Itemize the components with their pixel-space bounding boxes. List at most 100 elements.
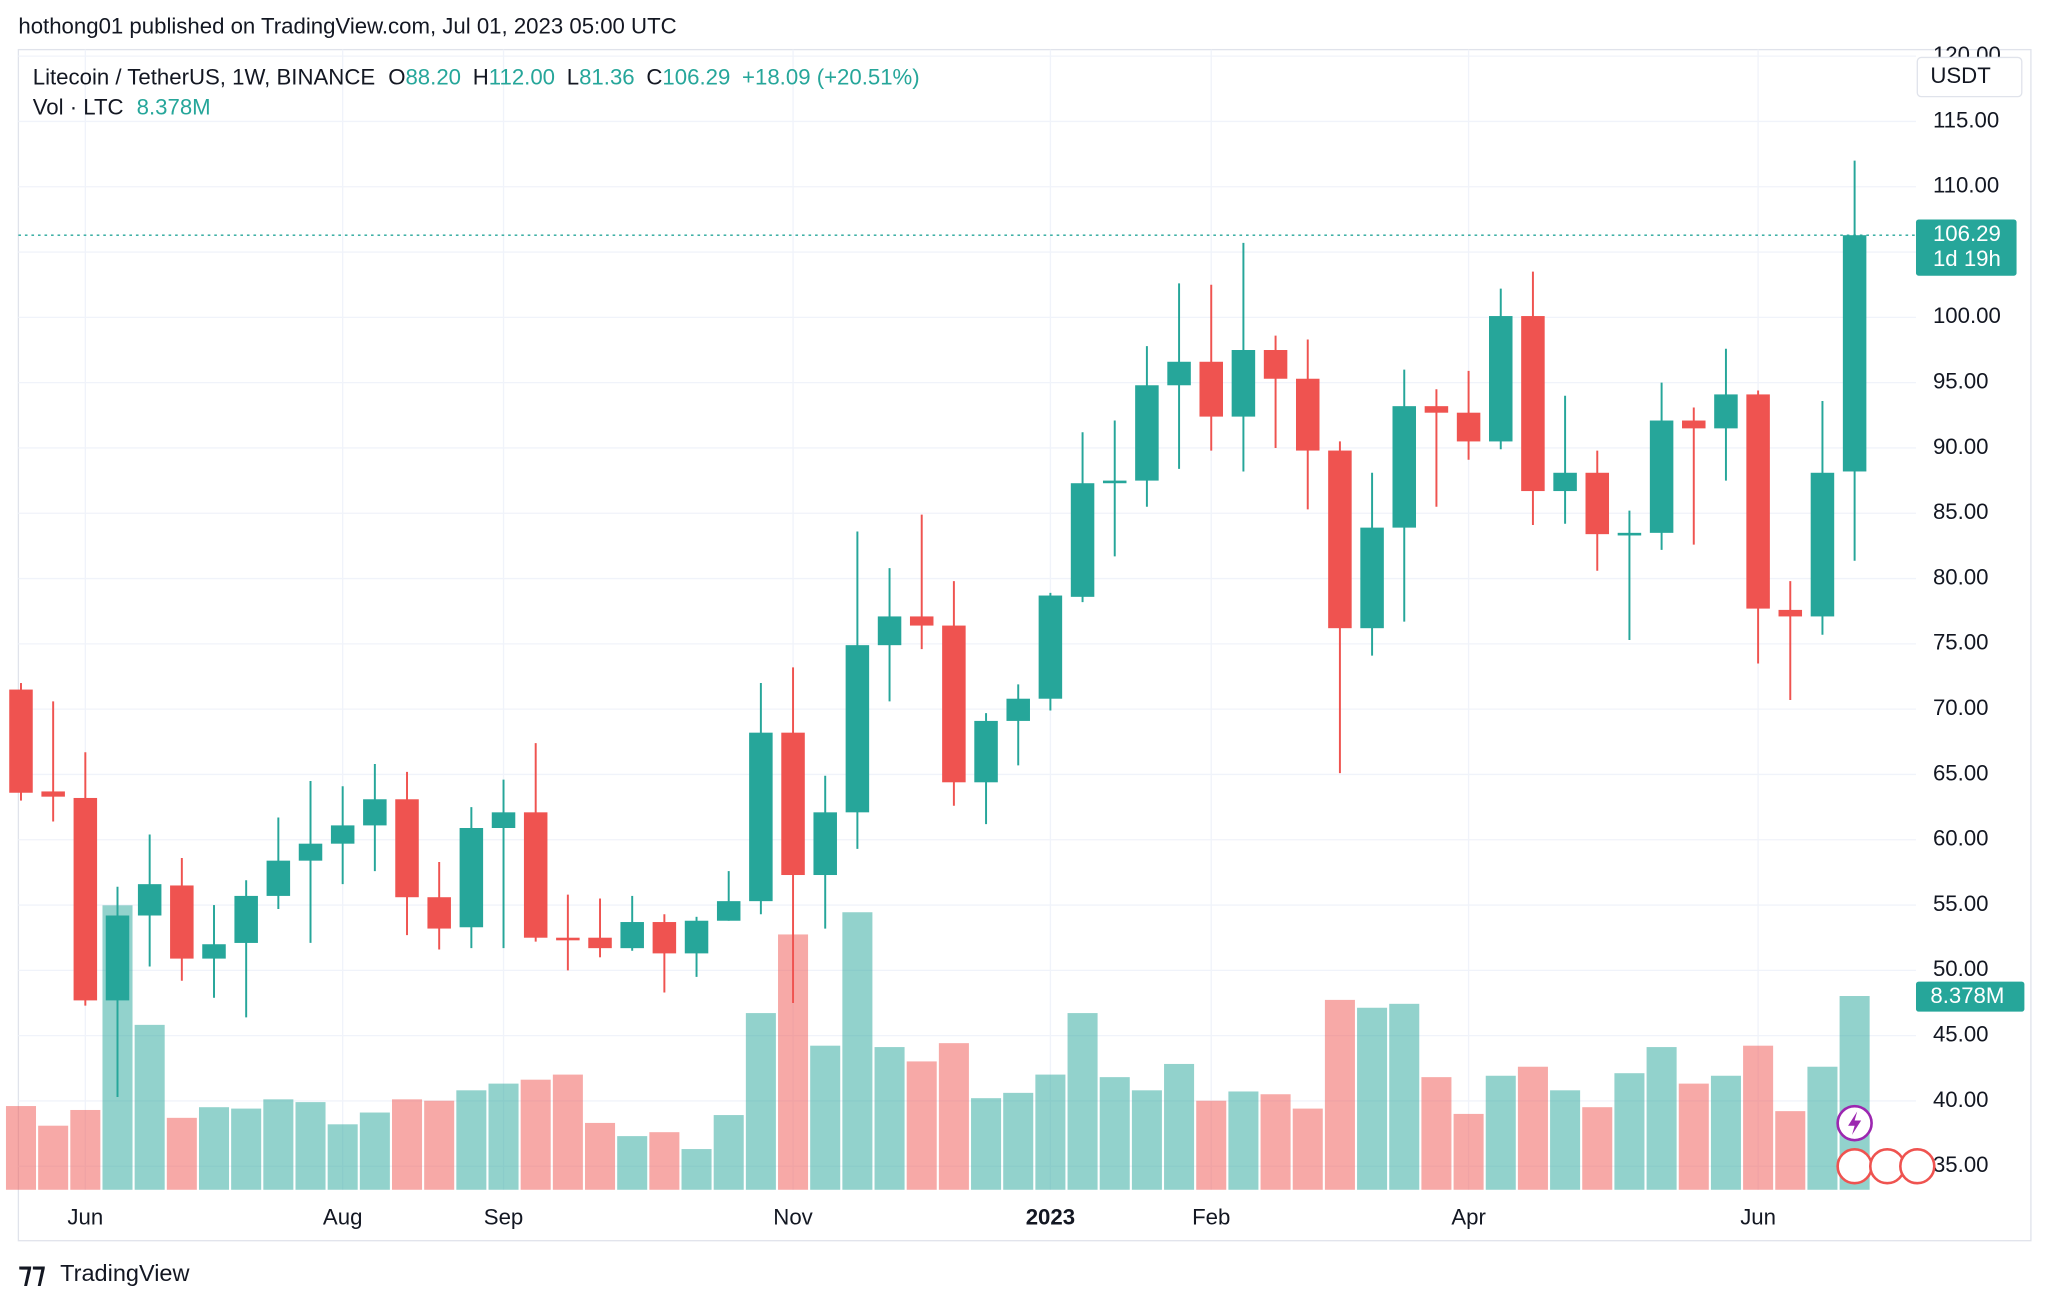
ohlc-value: 112.00 — [489, 64, 555, 89]
lightning-icon — [1848, 1111, 1862, 1135]
volume-bar — [1743, 1045, 1774, 1190]
volume-bar — [938, 1043, 969, 1190]
y-tick-label: 65.00 — [1933, 760, 1989, 785]
x-tick-label: Aug — [323, 1204, 362, 1229]
flag-icon[interactable] — [1899, 1147, 1936, 1185]
candle-body — [1392, 406, 1417, 528]
volume-bar — [1775, 1111, 1806, 1190]
candle-body — [234, 895, 258, 943]
countdown-label: 1d 19h — [1933, 246, 2001, 271]
event-icons — [1836, 1104, 1936, 1185]
y-tick-label: 80.00 — [1933, 564, 1989, 589]
volume-bar — [359, 1112, 390, 1190]
axes: 35.00 40.00 45.00 50.00 55.00 60.00 65.00 70.00… — [18, 42, 2025, 1229]
candle-body — [459, 828, 484, 928]
publisher-header: hothong01 published on TradingView.com, … — [18, 13, 676, 38]
volume-bar — [488, 1083, 519, 1190]
volume-bar — [713, 1115, 744, 1190]
volume-bar — [520, 1079, 551, 1190]
candle-body — [137, 884, 162, 916]
y-tick-label: 50.00 — [1933, 956, 1989, 981]
candle-body — [1360, 527, 1384, 629]
ohlc-value: 88.20 — [405, 64, 461, 89]
volume-bar — [424, 1100, 455, 1190]
candle-body — [1102, 480, 1127, 484]
logo-mark: ⁊⁊ — [18, 1257, 45, 1288]
candle-body — [1038, 595, 1063, 699]
candle-body — [266, 860, 291, 896]
volume-axis-label: 8.378M — [1930, 983, 2004, 1008]
volume-bar — [874, 1047, 905, 1190]
candle-body — [41, 791, 65, 797]
y-tick-label: 35.00 — [1933, 1152, 1989, 1177]
candle-body — [684, 920, 709, 954]
x-tick-label: Nov — [773, 1204, 813, 1229]
candle-body — [105, 915, 130, 1001]
candle-body — [556, 937, 580, 941]
y-tick-label: 60.00 — [1933, 826, 1989, 851]
footer-brand: TradingView — [60, 1260, 190, 1286]
volume-bar — [295, 1102, 326, 1190]
volume-bar — [327, 1124, 358, 1190]
volume-bar — [1357, 1007, 1388, 1190]
flag-icon[interactable] — [1836, 1147, 1873, 1185]
volume-bar — [1260, 1094, 1291, 1190]
volume-bar — [1453, 1113, 1484, 1190]
unit-box[interactable] — [1916, 56, 2023, 98]
y-tick-label: 95.00 — [1933, 369, 1989, 394]
candle-body — [1328, 450, 1352, 629]
candle-body — [170, 885, 194, 959]
volume-bar — [1228, 1091, 1259, 1190]
volume-bar — [1035, 1074, 1066, 1190]
candle-body — [1263, 350, 1288, 379]
ohlc-key: H — [473, 64, 489, 89]
candle-layer — [9, 160, 1867, 1098]
candle-body — [974, 720, 998, 783]
ohlc-key: L — [567, 64, 579, 89]
ohlc-key: O — [388, 64, 405, 89]
x-tick-label: Apr — [1451, 1204, 1486, 1229]
ohlc-value: 106.29 — [662, 64, 730, 89]
volume-legend: Vol · LTC 8.378M — [33, 94, 211, 119]
volume-bar — [1389, 1003, 1420, 1190]
y-tick-label: 55.00 — [1933, 891, 1989, 916]
candle-body — [1746, 394, 1770, 609]
candle-body — [1521, 316, 1545, 492]
ohlc-value: 81.36 — [579, 64, 635, 89]
candle-body — [1295, 378, 1320, 451]
y-tick-label: 90.00 — [1933, 434, 1989, 459]
candle-body — [1585, 472, 1610, 535]
volume-bar — [134, 1024, 165, 1190]
candle-body — [813, 812, 837, 876]
x-tick-label: 2023 — [1026, 1204, 1075, 1229]
last-price-box — [1915, 219, 2017, 276]
candle-body — [1649, 420, 1674, 533]
volume-bar — [1485, 1075, 1516, 1190]
volume-bar — [1550, 1090, 1581, 1190]
volume-bar — [1710, 1075, 1741, 1190]
y-tick-label: 70.00 — [1933, 695, 1989, 720]
x-tick-label: Feb — [1192, 1204, 1230, 1229]
volume-title: Vol · LTC — [33, 94, 124, 119]
candle-body — [1553, 472, 1577, 492]
candle-body — [1199, 361, 1223, 417]
candle-body — [1842, 235, 1867, 472]
candle-body — [1135, 385, 1159, 481]
candle-body — [491, 812, 516, 829]
candle-body — [523, 812, 548, 938]
volume-bar — [1196, 1100, 1227, 1190]
candle-body — [427, 897, 451, 929]
volume-bar — [70, 1109, 101, 1190]
volume-bar — [552, 1074, 583, 1190]
axis-unit[interactable]: USDT — [1930, 63, 1991, 88]
symbol-legend: Litecoin / TetherUS, 1W, BINANCE O88.20 H1… — [33, 64, 920, 89]
candle-body — [1231, 350, 1256, 417]
candle-body — [1070, 483, 1095, 597]
volume-bar — [649, 1132, 680, 1190]
volume-bar — [1131, 1090, 1162, 1190]
volume-bar — [263, 1099, 294, 1190]
volume-bar — [166, 1117, 197, 1190]
volume-bar — [1678, 1083, 1709, 1190]
candle-body — [1778, 609, 1803, 617]
